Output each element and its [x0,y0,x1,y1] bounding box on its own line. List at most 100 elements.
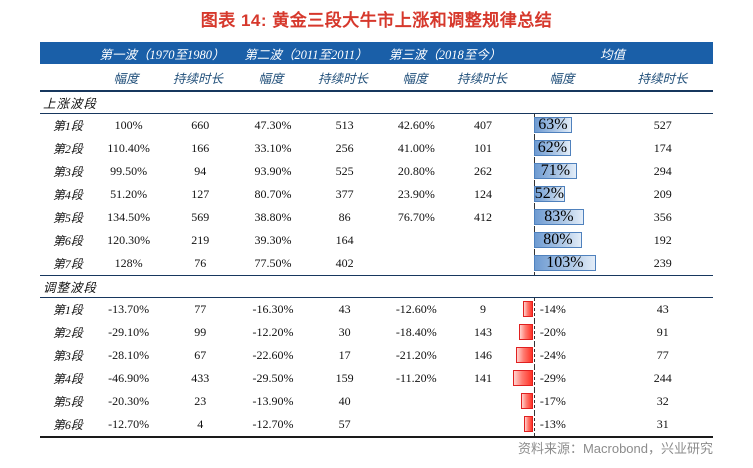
cell-w3-duration: 101 [474,141,493,155]
table-row: 第4段 -46.90% 433 -29.50% 159 -11.20% 141 -29% 244 [40,367,713,390]
subheader-amplitude-w3: 幅度 [402,71,428,86]
cell-w1-amplitude: 99.50% [110,164,148,178]
cell-w1-duration: 99 [194,325,207,339]
cell-w1-duration: 219 [191,233,210,247]
cell-w2-duration: 256 [335,141,354,155]
cell-w1-amplitude: -13.70% [108,302,150,316]
cell-w1-amplitude: -12.70% [108,417,150,431]
table-row: 第6段 120.30% 219 39.30% 164 80% 192 [40,229,713,252]
cell-w2-duration: 57 [338,417,351,431]
cell-w2-amplitude: 93.90% [254,164,292,178]
source-note: 资料来源：Macrobond，兴业研究 [517,441,713,456]
cell-w2-duration: 43 [338,302,351,316]
cell-w1-duration: 569 [191,210,210,224]
cell-w1-duration: 76 [194,256,207,270]
cell-w2-amplitude: 33.10% [254,141,292,155]
negative-data-bar [524,416,534,432]
row-label: 第6段 [52,418,83,432]
row-label: 第6段 [52,234,83,248]
row-label: 第4段 [52,372,83,386]
cell-w3-amplitude: 20.80% [397,164,435,178]
bar-axis-line [533,413,535,436]
cell-w1-amplitude: -29.10% [108,325,150,339]
cell-w2-amplitude: -22.60% [252,348,294,362]
cell-w1-duration: 23 [194,394,207,408]
cell-mean-duration: 91 [656,325,669,339]
mean-amplitude-bar-cell: 83% [513,206,613,229]
bar-value-label: 52% [534,185,565,202]
cell-w3-duration: 407 [474,118,493,132]
cell-mean-duration: 356 [653,210,672,224]
cell-w2-amplitude: -12.70% [252,417,294,431]
negative-data-bar [516,347,534,363]
cell-w1-duration: 433 [191,371,210,385]
positive-data-bar: 71% [533,162,577,179]
subheader-duration-w1: 持续时长 [172,71,223,86]
cell-w2-duration: 86 [338,210,351,224]
cell-w1-duration: 94 [194,164,207,178]
table-row: 第2段 110.40% 166 33.10% 256 41.00% 101 62% 174 [40,137,713,160]
chart-title: 图表 14: 黄金三段大牛市上涨和调整规律总结 [200,11,553,30]
bar-axis-line [533,298,535,321]
bar-value-label: 63% [538,116,568,133]
table-subheaders: 幅度 持续时长 幅度 持续时长 幅度 持续时长 幅度 持续时长 [40,64,713,92]
cell-w1-amplitude: 110.40% [107,141,150,155]
header-group-wave2: 第二波（2011至2011） [244,47,368,62]
cell-mean-duration: 32 [656,394,669,408]
cell-w3-amplitude: -21.20% [395,348,437,362]
cell-mean-duration: 244 [653,371,672,385]
bar-value-label: 62% [537,139,568,156]
negative-data-bar [513,370,534,386]
cell-w2-amplitude: -12.20% [252,325,294,339]
positive-data-bar: 83% [533,208,584,225]
cell-w1-duration: 77 [194,302,207,316]
cell-w1-duration: 67 [194,348,207,362]
row-label: 第3段 [52,165,83,179]
subheader-amplitude-w2: 幅度 [258,71,284,86]
cell-w3-amplitude: 23.90% [397,187,435,201]
positive-data-bar: 62% [533,139,571,156]
table-row: 第5段 134.50% 569 38.80% 86 76.70% 412 83% 356 [40,206,713,229]
cell-w2-duration: 40 [338,394,351,408]
cell-w2-amplitude: 80.70% [254,187,292,201]
bar-value-label: 83% [544,208,574,225]
mean-amplitude-bar-cell: 80% [513,229,613,252]
negative-data-bar [521,393,534,409]
bar-value-label: -20% [539,325,566,339]
bar-value-label: -29% [539,371,566,385]
mean-amplitude-bar-cell: -29% [513,367,613,390]
mean-amplitude-bar-cell: 52% [513,183,613,206]
cell-w1-amplitude: 51.20% [110,187,148,201]
mean-amplitude-bar-cell: 63% [513,114,613,137]
positive-data-bar: 103% [533,254,596,271]
bar-value-label: 71% [540,162,571,179]
cell-w2-amplitude: 77.50% [254,256,292,270]
header-group-mean: 均值 [599,47,625,62]
positive-data-bar: 80% [533,231,582,248]
cell-w3-duration: 262 [474,164,493,178]
row-label: 第5段 [52,395,83,409]
bar-value-label: 103% [546,254,584,271]
cell-mean-duration: 77 [656,348,669,362]
row-label: 第2段 [52,326,83,340]
cell-w2-duration: 513 [335,118,354,132]
mean-amplitude-bar-cell: 103% [513,252,613,275]
cell-w1-amplitude: -46.90% [108,371,150,385]
cell-w3-amplitude: -12.60% [395,302,437,316]
cell-w2-duration: 402 [335,256,354,270]
section-row: 上涨波段 [40,92,713,114]
cell-w1-amplitude: 134.50% [107,210,151,224]
table-row: 第5段 -20.30% 23 -13.90% 40 -17% 32 [40,390,713,413]
section-label: 上涨波段 [43,97,98,111]
bar-axis-line [533,390,535,413]
negative-data-bar [519,324,534,340]
cell-mean-duration: 192 [653,233,672,247]
subheader-amplitude-w1: 幅度 [113,71,139,86]
cell-w3-amplitude: 42.60% [397,118,435,132]
cell-w1-duration: 166 [191,141,210,155]
cell-w2-duration: 17 [338,348,351,362]
mean-amplitude-bar-cell: 62% [513,137,613,160]
mean-amplitude-bar-cell: -17% [513,390,613,413]
subheader-amplitude-mean: 幅度 [549,71,575,86]
table-row: 第1段 100% 660 47.30% 513 42.60% 407 63% 527 [40,114,713,137]
